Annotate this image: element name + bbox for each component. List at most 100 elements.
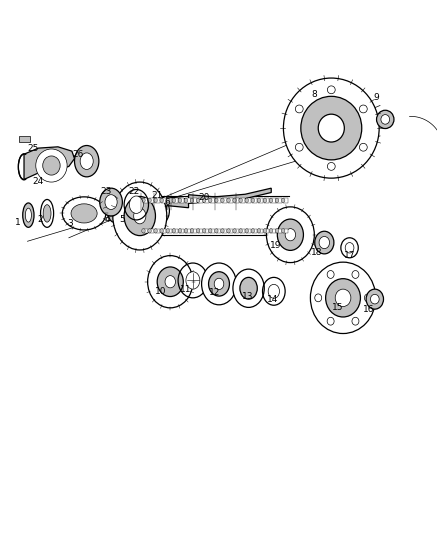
Ellipse shape (148, 229, 151, 233)
Polygon shape (155, 229, 160, 233)
Ellipse shape (345, 243, 354, 253)
Ellipse shape (295, 105, 303, 113)
Ellipse shape (227, 198, 230, 203)
Ellipse shape (113, 182, 167, 250)
Polygon shape (246, 198, 251, 203)
Polygon shape (155, 198, 160, 203)
Polygon shape (252, 229, 258, 233)
Ellipse shape (166, 198, 170, 203)
Text: 2: 2 (37, 215, 42, 224)
Polygon shape (270, 198, 276, 203)
Text: 5: 5 (120, 215, 125, 224)
Polygon shape (258, 229, 263, 233)
Polygon shape (173, 229, 178, 233)
Ellipse shape (239, 229, 242, 233)
Ellipse shape (257, 198, 261, 203)
Ellipse shape (269, 198, 273, 203)
Polygon shape (210, 198, 215, 203)
Ellipse shape (25, 208, 32, 222)
Ellipse shape (154, 198, 157, 203)
Ellipse shape (208, 229, 212, 233)
Polygon shape (161, 198, 166, 203)
Ellipse shape (269, 229, 273, 233)
Ellipse shape (227, 229, 230, 233)
Polygon shape (240, 198, 245, 203)
Ellipse shape (315, 231, 334, 254)
Polygon shape (265, 198, 269, 203)
Ellipse shape (327, 86, 335, 94)
Ellipse shape (165, 276, 176, 288)
Polygon shape (276, 198, 282, 203)
Polygon shape (216, 229, 221, 233)
Ellipse shape (160, 198, 163, 203)
Polygon shape (24, 147, 74, 180)
Ellipse shape (327, 317, 334, 325)
Ellipse shape (381, 115, 390, 124)
Ellipse shape (360, 143, 367, 151)
Ellipse shape (335, 289, 351, 306)
Ellipse shape (352, 271, 359, 278)
Ellipse shape (276, 229, 279, 233)
Ellipse shape (160, 229, 163, 233)
Polygon shape (179, 198, 184, 203)
Polygon shape (198, 229, 203, 233)
Polygon shape (234, 229, 239, 233)
Ellipse shape (178, 229, 182, 233)
Ellipse shape (166, 229, 170, 233)
Polygon shape (161, 229, 166, 233)
Polygon shape (276, 229, 282, 233)
Ellipse shape (364, 294, 371, 302)
Ellipse shape (208, 198, 212, 203)
Polygon shape (234, 198, 239, 203)
Polygon shape (265, 229, 269, 233)
Ellipse shape (282, 198, 285, 203)
Polygon shape (240, 229, 245, 233)
Polygon shape (204, 229, 209, 233)
Text: 1: 1 (15, 217, 21, 227)
Text: 12: 12 (208, 288, 220, 297)
Text: 22: 22 (128, 187, 140, 196)
Ellipse shape (295, 143, 303, 151)
Ellipse shape (184, 229, 188, 233)
Ellipse shape (111, 204, 117, 216)
Polygon shape (149, 229, 154, 233)
Ellipse shape (285, 229, 296, 241)
Polygon shape (185, 229, 191, 233)
Ellipse shape (172, 229, 176, 233)
Ellipse shape (105, 195, 117, 209)
Ellipse shape (245, 198, 248, 203)
Text: 24: 24 (33, 177, 44, 186)
Ellipse shape (311, 262, 376, 334)
Ellipse shape (190, 229, 194, 233)
Ellipse shape (215, 229, 218, 233)
Text: 10: 10 (155, 287, 166, 296)
Ellipse shape (124, 197, 155, 236)
Ellipse shape (233, 198, 237, 203)
Polygon shape (134, 188, 271, 212)
Ellipse shape (215, 198, 218, 203)
Polygon shape (246, 229, 251, 233)
Ellipse shape (129, 196, 143, 213)
Ellipse shape (178, 198, 182, 203)
Ellipse shape (251, 229, 254, 233)
Ellipse shape (214, 278, 224, 289)
Polygon shape (216, 198, 221, 203)
Ellipse shape (221, 198, 224, 203)
Ellipse shape (377, 110, 394, 128)
Text: 18: 18 (311, 248, 323, 256)
Polygon shape (185, 198, 191, 203)
Text: 8: 8 (312, 90, 318, 99)
Text: 19: 19 (270, 241, 281, 250)
Ellipse shape (184, 198, 188, 203)
Text: 4: 4 (104, 215, 110, 224)
Ellipse shape (202, 229, 206, 233)
Ellipse shape (263, 229, 267, 233)
Ellipse shape (148, 198, 151, 203)
Ellipse shape (283, 78, 379, 178)
Polygon shape (204, 198, 209, 203)
Ellipse shape (327, 271, 334, 278)
Ellipse shape (266, 207, 314, 263)
Ellipse shape (190, 198, 194, 203)
Ellipse shape (122, 203, 127, 213)
Text: 17: 17 (344, 251, 355, 260)
